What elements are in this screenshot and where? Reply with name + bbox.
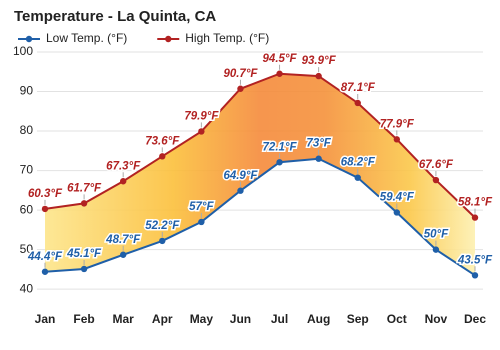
x-tick-label: Feb bbox=[73, 312, 94, 326]
y-tick-label: 80 bbox=[20, 123, 34, 137]
point bbox=[119, 251, 127, 258]
value-label: 58.1°F bbox=[458, 197, 493, 209]
point bbox=[315, 72, 322, 80]
point bbox=[276, 159, 283, 166]
value-label: 50°F bbox=[424, 229, 449, 241]
value-label: 94.5°F bbox=[263, 53, 298, 65]
point bbox=[119, 178, 127, 185]
value-label: 93.9°F bbox=[302, 55, 337, 67]
point bbox=[276, 70, 283, 77]
x-tick-label: Jan bbox=[35, 312, 56, 326]
value-label: 44.4°F bbox=[27, 251, 63, 263]
point bbox=[159, 237, 166, 245]
x-tick-label: Mar bbox=[113, 312, 135, 326]
legend-marker bbox=[25, 35, 33, 43]
point bbox=[393, 209, 401, 216]
value-label: 73°F bbox=[306, 138, 331, 150]
value-label: 59.4°F bbox=[380, 191, 415, 203]
value-label: 79.9°F bbox=[184, 110, 219, 122]
value-label: 67.6°F bbox=[419, 159, 454, 171]
value-label: 64.9°F bbox=[223, 170, 258, 182]
value-label: 45.1°F bbox=[66, 248, 102, 260]
value-label: 73.6°F bbox=[145, 135, 180, 147]
point bbox=[80, 200, 88, 207]
y-tick-label: 100 bbox=[13, 44, 33, 58]
legend: Low Temp. (°F) High Temp. (°F) bbox=[18, 31, 269, 45]
y-tick-label: 40 bbox=[20, 281, 34, 295]
point bbox=[159, 153, 166, 160]
y-tick-label: 90 bbox=[20, 84, 34, 98]
point bbox=[393, 136, 401, 143]
x-tick-label: Jun bbox=[230, 312, 251, 326]
value-label: 57°F bbox=[189, 201, 214, 213]
x-tick-label: Sep bbox=[347, 312, 369, 326]
x-tick-label: Aug bbox=[307, 312, 330, 326]
point bbox=[354, 99, 361, 107]
point bbox=[41, 205, 49, 213]
point bbox=[198, 128, 205, 135]
point bbox=[432, 176, 440, 184]
point bbox=[80, 265, 88, 273]
x-tick-label: Apr bbox=[152, 312, 173, 326]
value-label: 43.5°F bbox=[457, 254, 493, 266]
point bbox=[41, 268, 49, 275]
value-label: 48.7°F bbox=[105, 234, 141, 246]
series-line bbox=[44, 72, 476, 219]
legend-marker bbox=[165, 35, 172, 43]
point bbox=[237, 85, 244, 92]
x-tick-label: Jul bbox=[271, 312, 288, 326]
x-tick-label: May bbox=[190, 312, 214, 326]
legend-label: Low Temp. (°F) bbox=[46, 31, 127, 45]
point bbox=[432, 246, 440, 253]
y-tick-label: 60 bbox=[20, 202, 34, 216]
value-label: 87.1°F bbox=[341, 82, 376, 94]
point bbox=[315, 155, 322, 162]
point bbox=[471, 272, 479, 279]
value-label: 52.2°F bbox=[145, 220, 180, 232]
point bbox=[354, 174, 361, 181]
value-label: 67.3°F bbox=[106, 160, 141, 172]
value-label: 72.1°F bbox=[263, 141, 298, 153]
value-label: 90.7°F bbox=[223, 68, 258, 80]
legend-label: High Temp. (°F) bbox=[185, 31, 269, 45]
value-label: 61.7°F bbox=[67, 182, 102, 194]
series-line bbox=[44, 157, 476, 277]
point bbox=[198, 218, 205, 226]
x-tick-label: Nov bbox=[425, 312, 448, 326]
y-tick-label: 50 bbox=[20, 242, 34, 256]
value-label: 68.2°F bbox=[341, 157, 376, 169]
x-tick-label: Dec bbox=[464, 312, 486, 326]
range-fill bbox=[45, 73, 475, 276]
value-label: 77.9°F bbox=[380, 118, 415, 130]
x-tick-label: Oct bbox=[387, 312, 407, 326]
y-tick-label: 70 bbox=[20, 163, 34, 177]
chart-title: Temperature - La Quinta, CA bbox=[14, 8, 216, 25]
point bbox=[237, 187, 244, 194]
value-label: 60.3°F bbox=[28, 188, 63, 200]
point bbox=[471, 214, 479, 221]
